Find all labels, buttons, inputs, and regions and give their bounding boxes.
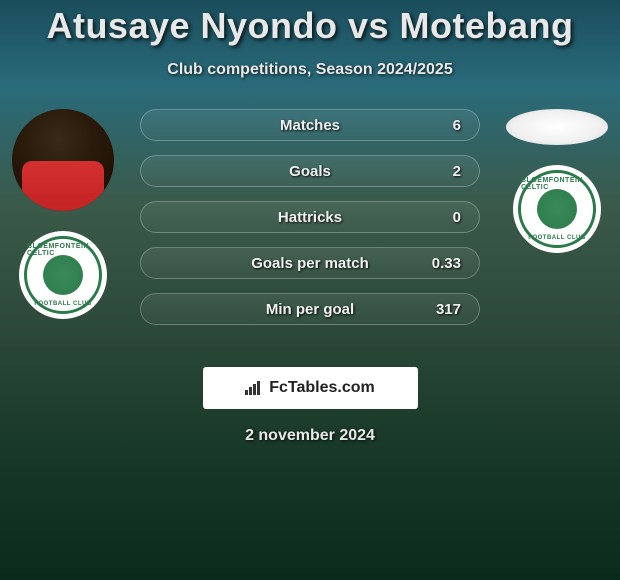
stat-label: Matches <box>280 117 340 134</box>
stat-value-right: 0 <box>431 209 461 226</box>
club-name-top-left: BLOEMFONTEIN CELTIC <box>27 243 99 257</box>
stat-value-right: 2 <box>431 163 461 180</box>
comparison-area: BLOEMFONTEIN CELTIC FOOTBALL CLUB BLOEMF… <box>0 109 620 349</box>
club-name-bottom-right: FOOTBALL CLUB <box>528 235 585 241</box>
player-column-right: BLOEMFONTEIN CELTIC FOOTBALL CLUB <box>502 109 612 253</box>
source-attribution: FcTables.com <box>203 367 418 409</box>
stat-row: Goals 2 <box>140 155 480 187</box>
club-badge-inner-right: BLOEMFONTEIN CELTIC FOOTBALL CLUB <box>518 170 596 248</box>
club-badge-inner-left: BLOEMFONTEIN CELTIC FOOTBALL CLUB <box>24 236 102 314</box>
infographic-root: Atusaye Nyondo vs Motebang Club competit… <box>0 0 620 580</box>
stat-row: Min per goal 317 <box>140 293 480 325</box>
stat-label: Min per goal <box>266 301 354 318</box>
bar-chart-icon <box>245 381 263 395</box>
player-column-left: BLOEMFONTEIN CELTIC FOOTBALL CLUB <box>8 109 118 319</box>
stat-label: Hattricks <box>278 209 342 226</box>
stat-value-right: 6 <box>431 117 461 134</box>
club-badge-left: BLOEMFONTEIN CELTIC FOOTBALL CLUB <box>19 231 107 319</box>
date-label: 2 november 2024 <box>0 427 620 445</box>
source-text: FcTables.com <box>269 379 375 397</box>
stat-row: Matches 6 <box>140 109 480 141</box>
stat-label: Goals <box>289 163 331 180</box>
stat-row: Goals per match 0.33 <box>140 247 480 279</box>
stat-label: Goals per match <box>251 255 369 272</box>
stat-rows-container: Matches 6 Goals 2 Hattricks 0 Goals per … <box>140 109 480 325</box>
page-subtitle: Club competitions, Season 2024/2025 <box>0 61 620 79</box>
stat-value-right: 0.33 <box>431 255 461 272</box>
player-avatar-left <box>12 109 114 211</box>
stat-value-right: 317 <box>431 301 461 318</box>
club-badge-right: BLOEMFONTEIN CELTIC FOOTBALL CLUB <box>513 165 601 253</box>
stat-row: Hattricks 0 <box>140 201 480 233</box>
club-name-top-right: BLOEMFONTEIN CELTIC <box>521 177 593 191</box>
page-title: Atusaye Nyondo vs Motebang <box>0 5 620 47</box>
player-avatar-right <box>506 109 608 145</box>
club-name-bottom-left: FOOTBALL CLUB <box>34 301 91 307</box>
